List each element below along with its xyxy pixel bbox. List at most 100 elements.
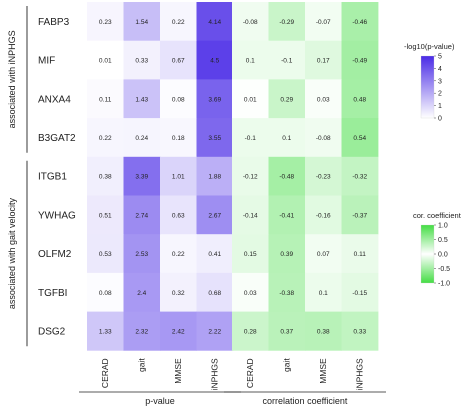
correlation-cell [341,79,379,119]
correlation-cell-label: 0.54 [353,135,366,142]
row-label: ITGB1 [38,172,67,183]
pvalue-cell-label: 0.33 [135,58,148,65]
pvalue-column-label: CERAD [100,358,110,388]
correlation-legend-tick-label: 0.5 [438,237,448,244]
correlation-cell [305,118,342,158]
correlation-legend-tick-label: 0.0 [438,252,448,259]
correlation-cell [268,118,306,158]
row-label: MIF [38,56,55,67]
pvalue-column-label: MMSE [173,358,183,384]
pvalue-cell-label: 1.01 [172,174,185,181]
pvalue-legend-bar [420,55,435,119]
pvalue-cell-label: 0.08 [172,96,185,103]
correlation-cell [232,40,269,80]
correlation-cell-label: -0.37 [352,212,367,219]
correlation-cell [268,234,306,274]
correlation-cell-label: -0.08 [316,135,331,142]
row-label: TGFBI [38,288,67,299]
correlation-cell [305,195,342,235]
correlation-cell-label: 0.03 [317,96,330,103]
correlation-cell [268,156,306,196]
pvalue-cell [87,118,124,158]
correlation-cell [341,195,379,235]
pvalue-cell [196,195,234,235]
pvalue-cell [87,195,124,235]
pvalue-cell-label: 2.22 [208,328,221,335]
correlation-cell-label: 0.39 [280,251,293,258]
pvalue-cell [196,2,234,42]
correlation-cell-label: -0.23 [316,174,331,181]
correlation-cell [341,118,379,158]
correlation-cell-label: 0.17 [317,58,330,65]
pvalue-cell [196,272,234,312]
pvalue-cell-label: 0.41 [208,251,221,258]
correlation-cell [268,40,306,80]
pvalue-cell [160,311,197,351]
correlation-cell [341,2,379,42]
pvalue-cell [87,40,124,80]
pvalue-cell [87,156,124,196]
pvalue-cell-label: 0.63 [172,212,185,219]
correlation-cell [305,272,342,312]
correlation-cell [305,40,342,80]
correlation-cell-label: -0.49 [352,58,367,65]
correlation-cell-label: -0.07 [316,19,331,26]
correlation-cell [268,79,306,119]
correlation-cell-label: 0.29 [280,96,293,103]
pvalue-cell-label: 1.33 [99,328,112,335]
pvalue-cell [123,195,161,235]
pvalue-cell-label: 0.18 [172,135,185,142]
correlation-cell [305,156,342,196]
pvalue-cell [87,311,124,351]
pvalue-cell-label: 3.39 [135,174,148,181]
correlation-cell [232,234,269,274]
pvalue-cell [123,234,161,274]
correlation-column-label: gait [282,358,292,372]
correlation-cell-label: -0.46 [352,19,367,26]
correlation-cell-label: 0.38 [317,328,330,335]
correlation-cell [232,2,269,42]
correlation-cell-label: 0.1 [246,58,255,65]
pvalue-legend-tick-label: 0 [438,116,442,123]
correlation-cell [341,311,379,351]
correlation-cell [341,156,379,196]
pvalue-axis-title: p-value [145,396,175,406]
pvalue-column-label: gait [137,358,147,372]
pvalue-cell-label: 0.01 [99,58,112,65]
pvalue-cell [123,118,161,158]
pvalue-cell [123,40,161,80]
pvalue-cell-label: 0.22 [172,19,185,26]
correlation-cell [268,272,306,312]
correlation-cell [268,195,306,235]
correlation-cell-label: -0.38 [279,290,294,297]
correlation-cell-label: 0.28 [244,328,257,335]
pvalue-legend-tick-label: 1 [438,103,442,110]
pvalue-cell-label: 2.32 [135,328,148,335]
correlation-cell-label: 0.1 [282,135,291,142]
correlation-cell [232,195,269,235]
correlation-cell-label: -0.15 [352,290,367,297]
pvalue-cell [196,156,234,196]
correlation-cell-label: 0.37 [280,328,293,335]
correlation-cell [232,272,269,312]
pvalue-cell-label: 0.22 [172,251,185,258]
pvalue-cell-label: 4.14 [208,19,221,26]
pvalue-cell-label: 0.11 [99,96,112,103]
correlation-cell [341,234,379,274]
correlation-column-label: MMSE [318,358,328,384]
correlation-cell-label: -0.1 [245,135,257,142]
pvalue-cell-label: 2.74 [135,212,148,219]
correlation-axis-title: correlation coefficient [263,396,348,406]
correlation-cell-label: -0.29 [279,19,294,26]
pvalue-column-label: iNPHGS [210,358,220,390]
correlation-cell [341,272,379,312]
correlation-legend-title: cor. coefficient [413,211,462,220]
pvalue-cell [196,118,234,158]
pvalue-cell [123,2,161,42]
pvalue-cell-label: 0.53 [99,251,112,258]
correlation-cell [305,79,342,119]
pvalue-cell [87,234,124,274]
pvalue-cell [196,311,234,351]
